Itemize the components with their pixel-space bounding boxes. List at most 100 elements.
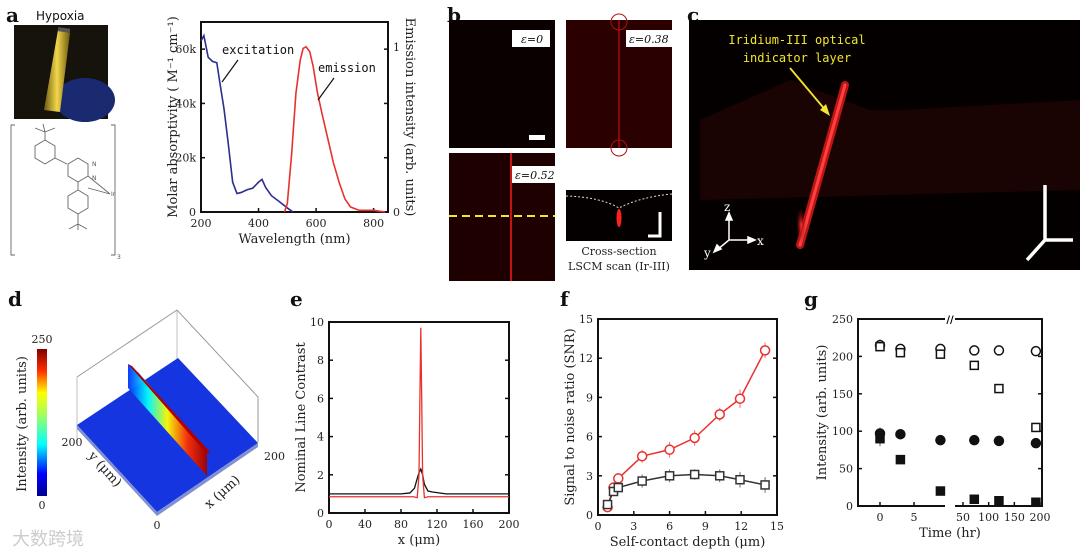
x-tick-label: 120: [427, 518, 448, 531]
x-tick-label: 5: [911, 511, 918, 524]
x-tick-label: 15: [770, 520, 784, 533]
y-tick-label: 10: [310, 316, 324, 329]
d-origin-tick: 0: [154, 519, 161, 532]
cross-section-scan: [565, 190, 673, 241]
x-axis-label: x (μm): [398, 533, 440, 548]
y-tick-label: 4: [317, 431, 324, 444]
y-tick-label: 0: [189, 206, 196, 219]
y2-axis-label: Emission intensity (arb. units): [402, 18, 417, 217]
data-point-circle: [993, 435, 1005, 447]
x-tick-label: 400: [248, 217, 269, 230]
chart-e-line-contrast: 0 40 80 120 160 200 0 2 4 6 8 10 x (μm) Nominal Line …: [294, 316, 520, 548]
x-tick-label: 800: [363, 217, 384, 230]
colorbar-max: 250: [32, 333, 53, 346]
data-point-circle: [664, 444, 675, 455]
3d-confocal-image: [689, 20, 1080, 270]
micrograph-eps-038: [566, 13, 672, 157]
y-tick-label: 6: [586, 431, 593, 444]
micrograph-eps-052: [449, 153, 555, 281]
y-tick-label: 200: [832, 350, 853, 363]
data-point-square: [969, 494, 980, 505]
chart-g-intensity-time: 0 5 50 100 150 200 0 50 100 150 200 250 Time (hr) Int…: [815, 313, 1051, 541]
data-point-square: [714, 471, 725, 481]
axis-break-mark: //: [946, 315, 954, 326]
data-point-square: [664, 471, 675, 481]
y-tick-label: 150: [832, 388, 853, 401]
y-axis-label: Nominal Line Contrast: [294, 342, 309, 493]
data-point-circle: [969, 434, 980, 446]
series-line: [329, 327, 509, 499]
y-tick-label: 50: [839, 463, 853, 476]
y-tick-label: 40k: [175, 97, 196, 110]
indicator-arrow-head: [820, 104, 830, 116]
cross-section-caption-2: LSCM scan (Ir-III): [568, 260, 670, 273]
x-tick-label: 0: [595, 520, 602, 533]
series-line-excitation: [200, 33, 294, 213]
x-tick-label: 40: [358, 518, 372, 531]
plot-frame: [857, 318, 1043, 507]
indicator-annotation-1: Iridium-III optical: [728, 33, 865, 47]
y-tick-label: 6: [317, 392, 324, 405]
y-tick-label: 20k: [175, 152, 196, 165]
data-point-circle: [689, 432, 700, 444]
axis-y-label: y: [703, 246, 711, 260]
data-point-square: [994, 496, 1004, 506]
x-tick-label: 200: [191, 217, 212, 230]
panel-label-e: e: [290, 287, 303, 311]
atom-n2: N: [92, 175, 97, 182]
y-tick-label: 15: [579, 313, 593, 326]
emission-arrow: [317, 77, 335, 101]
panel-label-g: g: [804, 287, 818, 311]
data-point-square: [935, 349, 946, 359]
data-point-circle: [636, 450, 648, 462]
data-point-square: [875, 433, 885, 444]
plot-frame: [200, 21, 389, 213]
data-point-circle: [1030, 437, 1042, 449]
panel-label-f: f: [560, 287, 570, 311]
data-point-square: [735, 474, 745, 485]
axis-break-bottom: [945, 502, 955, 510]
data-point-square: [760, 480, 770, 490]
y-axis-label: Intensity (arb. units): [815, 345, 830, 481]
3d-surface-plot: [76, 309, 259, 516]
label-eps-038: ε=0.38: [629, 33, 669, 46]
x-tick-label: 12: [734, 520, 748, 533]
x-tick-label: 3: [630, 520, 637, 533]
plot-frame: [597, 318, 778, 516]
x-tick-label: 50: [956, 511, 970, 524]
axis-z-label: z: [724, 200, 730, 214]
y-tick-label: 0: [846, 500, 853, 513]
data-point-circle: [759, 345, 771, 356]
data-point-square: [613, 482, 624, 493]
data-point-square: [895, 347, 906, 358]
d-x-tick-200: 200: [264, 450, 285, 463]
x-tick-label: 0: [326, 518, 333, 531]
y2-tick-label: 0: [393, 206, 400, 219]
vial-photo: [14, 25, 115, 122]
chart-f-snr: 0 3 6 9 12 15 0 3 6 9 12 15 Self-contact depth (μm) S…: [563, 313, 784, 550]
excitation-arrow: [221, 59, 239, 83]
watermark: 大数跨境: [12, 529, 84, 550]
x-tick-label: 6: [666, 520, 673, 533]
d-y-tick-200: 200: [62, 436, 83, 449]
data-point-square: [895, 454, 906, 465]
colorbar: [37, 349, 47, 496]
series-line-emission: [283, 45, 386, 213]
metal-ir: Ir: [111, 191, 116, 198]
indicator-arrow: [789, 67, 828, 113]
photo-title: Hypoxia: [36, 9, 85, 23]
series-line: [329, 467, 509, 495]
data-point-square: [637, 476, 647, 486]
x-tick-label: 160: [463, 518, 484, 531]
label-eps-052: ε=0.52: [515, 169, 555, 182]
colorbar-label: Intensity (arb. units): [15, 356, 30, 492]
cross-section-caption-1: Cross-section: [581, 245, 656, 258]
chemical-structure: [10, 123, 116, 256]
data-point-circle: [969, 345, 980, 356]
colorbar-min: 0: [39, 499, 46, 512]
chart-a-spectra: 200 400 600 800 0 20k 40k 60k Wavelength (nm) Mol…: [166, 16, 417, 247]
x-tick-label: 0: [877, 511, 884, 524]
data-point-circle: [993, 345, 1005, 356]
panel-label-a: a: [6, 3, 19, 27]
